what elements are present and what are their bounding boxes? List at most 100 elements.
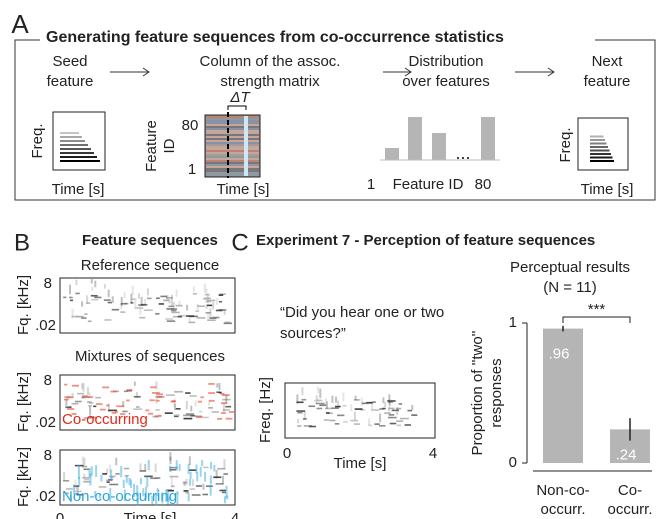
next-harmonic <box>590 139 605 141</box>
axis-label: Fq. [kHz] <box>15 447 32 507</box>
arrow-head <box>404 67 412 77</box>
spectro-note <box>374 423 380 425</box>
spectro-note <box>211 411 219 413</box>
spectro-note <box>191 494 201 496</box>
next-harmonic <box>590 160 614 162</box>
axis-label: Time [s] <box>581 181 634 198</box>
spectro-harmonic <box>175 289 178 297</box>
spectro-harmonic <box>216 383 219 388</box>
spectro-note <box>87 401 92 403</box>
title-backdrop <box>40 28 595 48</box>
co-note <box>114 410 118 413</box>
spectro-note <box>308 405 316 408</box>
co-note <box>145 409 150 412</box>
co-note <box>208 383 215 385</box>
spectro-note <box>208 407 213 409</box>
spectro-note <box>219 293 226 295</box>
spectro-harmonic <box>202 483 205 490</box>
spectro-harmonic <box>120 303 123 310</box>
panel-title: Feature sequences <box>82 232 218 249</box>
spectro-harmonic <box>303 410 306 420</box>
spectro-note <box>120 311 126 313</box>
spectro-harmonic <box>139 304 142 315</box>
spectro-harmonic <box>63 471 66 481</box>
spectro-note <box>215 309 223 312</box>
spectro-note <box>411 414 418 416</box>
spectro-note <box>94 296 102 299</box>
co-note <box>225 417 233 420</box>
spectro-harmonic <box>173 398 176 407</box>
spectro-harmonic <box>87 387 90 396</box>
spectro-note <box>204 293 210 296</box>
spectro-note <box>308 425 316 428</box>
spectro-harmonic <box>335 396 338 403</box>
spectro-note <box>77 392 85 395</box>
matrix-row <box>206 136 259 138</box>
value-label: .96 <box>549 346 570 363</box>
spectro-note <box>76 493 83 496</box>
matrix-row <box>206 168 259 170</box>
matrix-row <box>206 162 259 164</box>
spectro-harmonic <box>106 468 109 474</box>
spectro-harmonic <box>188 314 191 324</box>
spectro-note <box>175 408 181 410</box>
spectro-harmonic <box>319 388 322 399</box>
spectro-harmonic <box>371 400 374 410</box>
axis-label: Time [s] <box>124 510 177 519</box>
co-note <box>220 402 228 405</box>
spectro-harmonic <box>109 464 112 473</box>
spectro-note <box>188 321 196 324</box>
spectro-note <box>329 419 336 422</box>
spectro-note <box>160 295 168 298</box>
spectro-harmonic <box>194 400 197 407</box>
spectro-note <box>224 321 231 323</box>
x-tick-label: Non-co- <box>536 482 589 499</box>
spectro-note <box>185 392 191 394</box>
spectro-note <box>130 302 134 304</box>
spectro-note <box>337 414 345 417</box>
spectro-note <box>174 390 184 393</box>
spectro-harmonic <box>111 296 114 303</box>
spectro-note <box>371 409 380 411</box>
non-co-note <box>225 485 228 498</box>
non-co-note <box>145 486 148 500</box>
non-co-note <box>151 495 154 505</box>
next-harmonic <box>590 156 613 159</box>
distribution-bars <box>385 117 495 160</box>
step-label: Next <box>592 53 624 70</box>
spectro-note <box>172 315 179 318</box>
spectro-harmonic <box>144 298 147 304</box>
spectro-note <box>203 297 211 300</box>
spectro-harmonic <box>130 293 133 304</box>
non-co-note <box>120 466 123 478</box>
co-note <box>149 399 155 402</box>
spectro-harmonic <box>384 402 387 408</box>
seed-harmonic <box>60 144 88 146</box>
matrix-row <box>206 172 259 174</box>
axis-label: Freq. <box>29 123 46 158</box>
spectro-harmonic <box>190 405 193 412</box>
matrix-row <box>206 122 259 124</box>
spectro-harmonic <box>134 297 137 308</box>
co-note <box>71 413 77 415</box>
non-co-note <box>168 496 171 502</box>
spectro-note <box>183 490 189 492</box>
spectro-harmonic <box>81 456 84 466</box>
axis-label: Feature ID <box>393 176 464 193</box>
spectro-note <box>104 319 112 321</box>
arrow-head <box>142 67 150 77</box>
spectro-note <box>202 493 208 496</box>
spectro-note <box>74 490 82 493</box>
spectro-note <box>407 409 413 412</box>
non-co-note <box>223 496 226 504</box>
spectro-note <box>173 415 179 418</box>
spectro-harmonic <box>135 391 138 398</box>
spectro-harmonic <box>172 301 175 312</box>
spectro-harmonic <box>183 481 186 486</box>
non-co-note <box>155 494 158 506</box>
spectro-note <box>301 398 307 401</box>
spectro-harmonic <box>140 296 143 306</box>
spectro-harmonic <box>388 394 391 403</box>
spectro-harmonic <box>170 298 173 307</box>
spectro-harmonic <box>208 400 211 406</box>
